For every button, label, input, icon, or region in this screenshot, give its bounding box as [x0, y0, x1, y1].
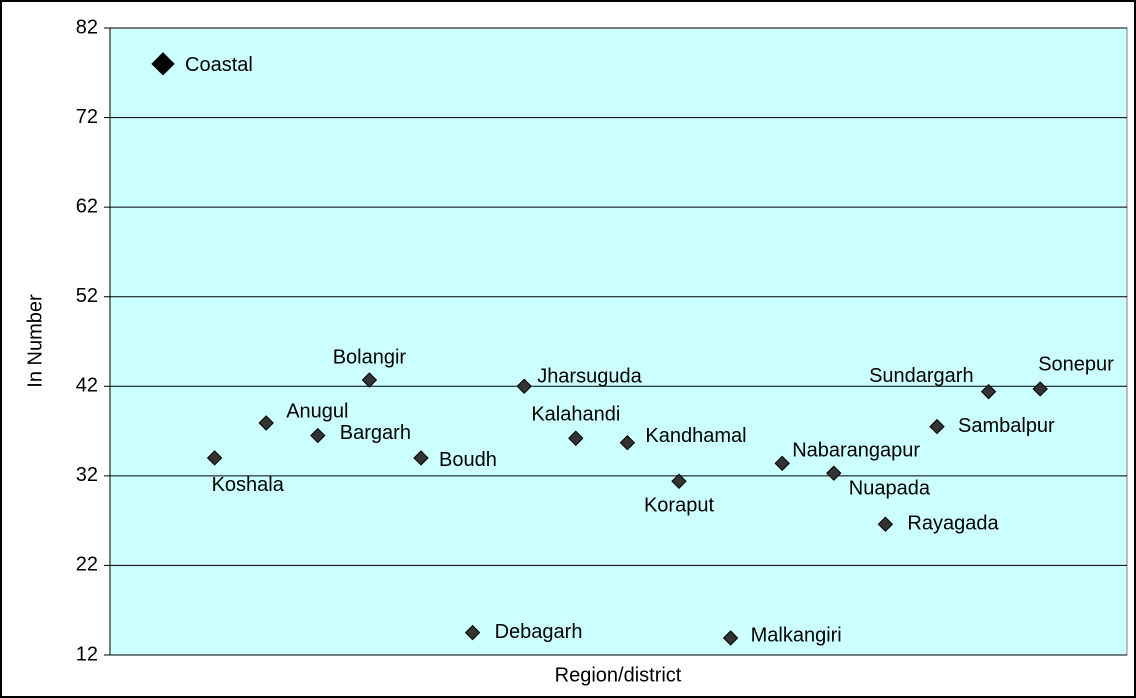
point-label: Rayagada — [907, 513, 999, 535]
point-label: Nuapada — [849, 477, 931, 499]
point-label: Malkangiri — [751, 624, 842, 646]
marker — [151, 52, 175, 76]
point-label: Nabarangapur — [792, 440, 920, 462]
y-tick-label: 22 — [76, 554, 98, 576]
marker — [258, 415, 274, 431]
y-tick-label: 82 — [76, 16, 98, 38]
marker — [774, 455, 790, 472]
marker — [1032, 381, 1048, 397]
marker — [310, 427, 326, 444]
point-label: Boudh — [439, 449, 497, 471]
marker — [206, 450, 223, 466]
y-tick-label: 12 — [76, 643, 98, 665]
marker — [722, 630, 739, 646]
point-label: Koraput — [644, 495, 714, 517]
point-label: Bargarh — [340, 422, 411, 444]
point-label: Sonepur — [1038, 353, 1114, 375]
point-label: Debagarh — [495, 621, 583, 643]
marker — [568, 430, 584, 446]
point-label: Jharsuguda — [537, 366, 642, 388]
plot-area — [109, 27, 1128, 656]
marker — [619, 435, 636, 451]
marker — [929, 418, 945, 435]
marker — [361, 372, 378, 388]
point-label: Sambalpur — [958, 415, 1055, 437]
y-axis-label: In Number — [24, 294, 46, 388]
y-tick-label: 42 — [76, 375, 98, 397]
point-label: Sundargarh — [869, 365, 974, 387]
point-label: Coastal — [185, 54, 253, 76]
point-label: Kalahandi — [531, 404, 620, 426]
x-axis-label: Region/district — [555, 664, 682, 686]
marker — [877, 516, 894, 532]
marker — [980, 383, 997, 400]
point-label: Kandhamal — [645, 425, 746, 447]
point-label: Bolangir — [333, 346, 407, 368]
y-tick-label: 32 — [76, 464, 98, 486]
y-tick-label: 72 — [76, 106, 98, 128]
marker — [826, 465, 842, 481]
y-tick-label: 62 — [76, 195, 98, 217]
marker — [413, 450, 429, 466]
point-label: Koshala — [212, 474, 285, 496]
marker — [516, 378, 532, 394]
marker — [671, 473, 687, 489]
marker — [464, 624, 481, 641]
y-tick-label: 52 — [76, 285, 98, 307]
point-label: Anugul — [286, 400, 348, 422]
